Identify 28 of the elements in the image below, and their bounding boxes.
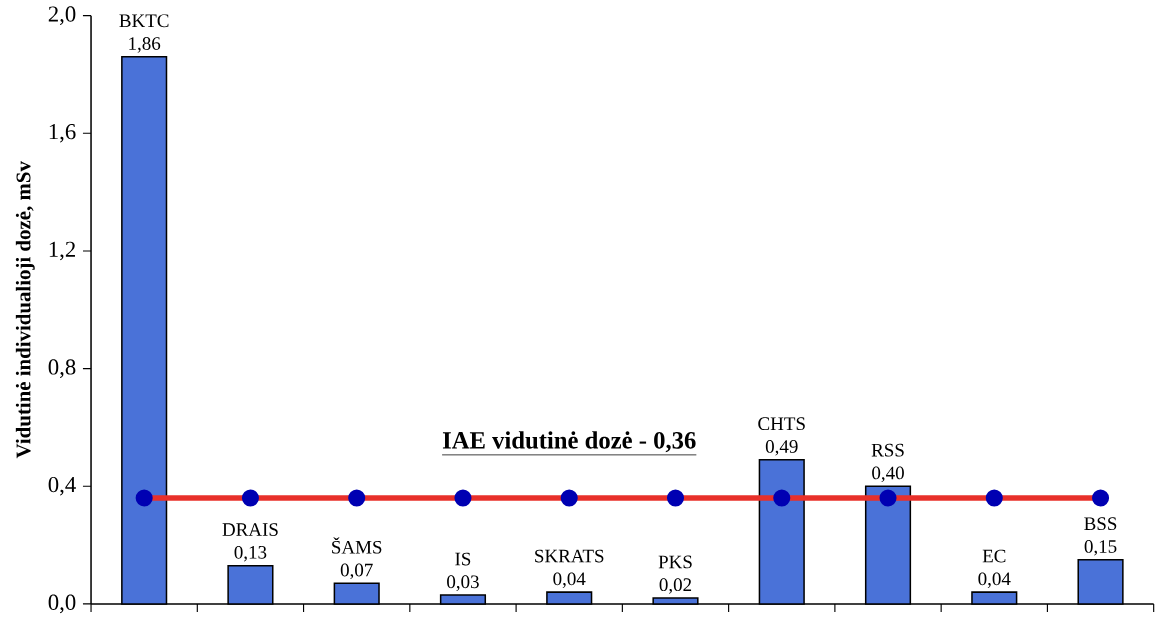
x-tick-label: SKRATS	[535, 549, 604, 563]
x-tick-label: DRAIS	[222, 523, 278, 536]
data-label: 0,15	[1084, 540, 1117, 556]
x-tick-label: EC	[982, 549, 1006, 563]
data-label: 0,02	[659, 578, 692, 594]
y-tick-label: 0,4	[48, 476, 76, 496]
series-label: IAE vidutinė dozė - 0,36	[442, 431, 696, 453]
y-tick-label: 1,2	[49, 241, 75, 261]
x-tick-label: IS	[455, 552, 471, 566]
x-tick-label: BKTC	[119, 14, 169, 28]
x-tick-label: ŠAMS	[332, 537, 382, 554]
x-tick-label: CHTS	[758, 417, 805, 431]
data-label: 0,04	[978, 572, 1011, 588]
y-tick-label: 0,0	[48, 594, 76, 614]
data-label: 1,86	[129, 37, 161, 53]
data-label: 0,40	[872, 466, 904, 483]
data-label: 0,13	[234, 545, 267, 562]
data-label: 0,49	[765, 440, 798, 456]
x-tick-label: BSS	[1084, 517, 1117, 531]
y-tick-label: 2,0	[48, 6, 76, 25]
y-tick-label: 1,6	[49, 123, 76, 143]
data-label: 0,04	[553, 572, 586, 588]
data-label: 0,07	[340, 563, 373, 580]
y-tick-label: 0,8	[48, 359, 76, 378]
x-tick-label: PKS	[658, 555, 692, 569]
x-tick-label: RSS	[871, 443, 904, 457]
data-label: 0,03	[447, 575, 479, 591]
y-axis-title: Vidutinė individualioji dozė, mSv	[15, 161, 35, 459]
